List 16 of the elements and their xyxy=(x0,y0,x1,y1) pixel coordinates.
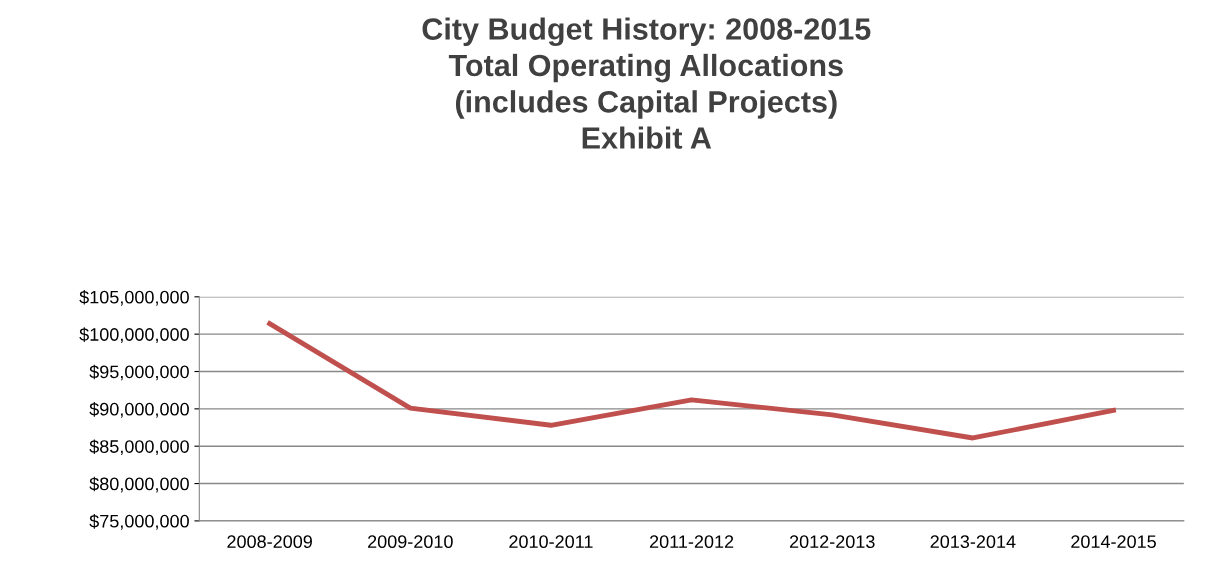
y-tick-label: $80,000,000 xyxy=(89,476,189,493)
y-tick-label: $105,000,000 xyxy=(79,290,189,306)
x-tick-label: 2008-2009 xyxy=(227,535,312,549)
x-tick-label: 2011-2012 xyxy=(649,535,734,549)
x-tick-label: 2013-2014 xyxy=(930,535,1016,549)
x-tick-label: 2014-2015 xyxy=(1071,535,1156,549)
y-tick-label: $90,000,000 xyxy=(89,402,189,418)
x-tick-label: 2012-2013 xyxy=(789,535,875,549)
y-tick-label: $75,000,000 xyxy=(89,514,189,530)
y-tick-label: $85,000,000 xyxy=(89,439,189,456)
chart-title: City Budget History: 2008-2015 Total Operating Allocations (includes Capital Projects) Exhibit A xyxy=(422,17,871,149)
y-tick-label: $95,000,000 xyxy=(89,364,189,381)
y-tick-label: $100,000,000 xyxy=(79,327,189,344)
line-series xyxy=(267,321,1116,441)
x-tick-label: 2010-2011 xyxy=(509,535,593,549)
x-tick-label: 2009-2010 xyxy=(368,535,453,549)
